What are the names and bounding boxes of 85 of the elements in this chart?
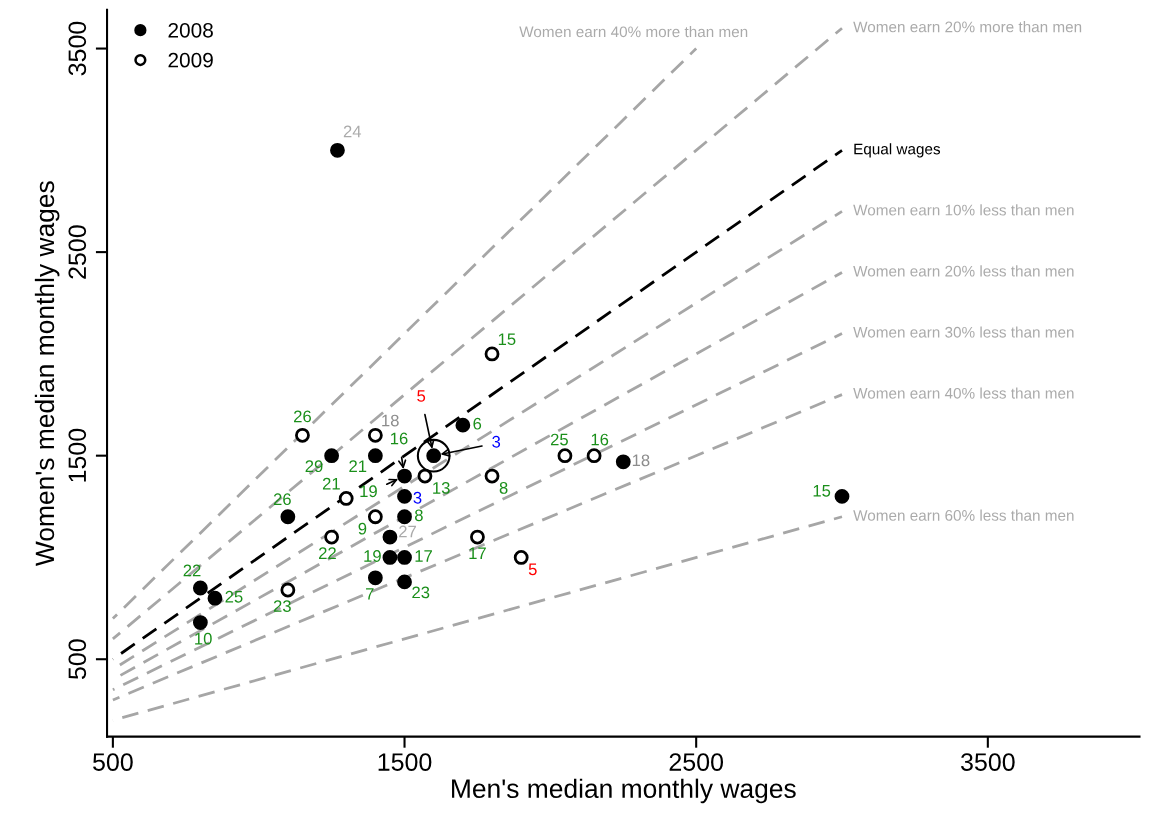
annotation: 19 <box>360 485 377 498</box>
legend-label: 2008 <box>168 22 213 38</box>
annotation: 26 <box>294 410 311 423</box>
point <box>557 448 573 464</box>
point <box>382 550 398 565</box>
y-tick-label: 500 <box>68 639 87 680</box>
point <box>513 550 529 565</box>
point <box>397 468 412 484</box>
point <box>295 427 310 443</box>
annotation: 5 <box>417 390 426 402</box>
annotation: 19 <box>364 550 381 562</box>
annotation: 23 <box>273 600 291 612</box>
point <box>324 448 340 464</box>
annotation: 15 <box>498 333 516 346</box>
annotation: 8 <box>499 482 508 494</box>
x-tick-label: 2500 <box>669 753 724 771</box>
annotation: 16 <box>390 432 408 445</box>
point <box>280 509 296 525</box>
series-label: Women earn 20% more than men <box>853 21 1082 33</box>
annotation: 18 <box>632 454 650 467</box>
annotation: 17 <box>469 547 486 559</box>
point <box>586 448 602 464</box>
point <box>367 509 383 525</box>
point <box>207 590 223 606</box>
point <box>192 580 208 596</box>
point <box>280 582 296 598</box>
y-tick-label: 3500 <box>68 21 87 76</box>
x-tick-label: 500 <box>93 753 133 771</box>
point <box>417 468 433 484</box>
point <box>397 488 412 504</box>
series-label: Women earn 20% less than men <box>853 265 1074 277</box>
annotation: 15 <box>813 485 831 497</box>
y-axis-title: Women's median monthly wages <box>34 181 60 567</box>
annotation: 24 <box>343 125 362 138</box>
point <box>382 529 398 545</box>
series-label: Women earn 30% less than men <box>853 326 1074 338</box>
annotation: 5 <box>528 563 537 576</box>
annotation: 18 <box>382 414 399 427</box>
point <box>615 454 631 470</box>
series-label: Equal wages <box>854 143 941 158</box>
series-label: Women earn 40% less than men <box>853 387 1074 399</box>
point <box>834 488 850 504</box>
y-tick-label: 2500 <box>68 225 87 279</box>
series-label: Women earn 10% less than men <box>853 204 1074 216</box>
point <box>324 529 340 545</box>
x-tick-label: 3500 <box>960 753 1015 771</box>
annotation: 21 <box>322 477 340 490</box>
annotation: 29 <box>305 460 323 473</box>
y-tick-label: 1500 <box>68 428 87 482</box>
point <box>330 142 345 158</box>
annotation: 6 <box>473 417 482 430</box>
annotation: 23 <box>412 586 430 599</box>
point <box>484 346 500 362</box>
annotation: 25 <box>550 433 568 446</box>
annotation: 17 <box>415 550 432 562</box>
text: Women earn 40% more than men <box>519 25 748 38</box>
point <box>470 529 485 545</box>
point <box>484 468 500 484</box>
annotation: 27 <box>399 525 416 538</box>
point <box>397 550 412 565</box>
annotation: 9 <box>358 522 367 535</box>
annotation: 3 <box>492 435 501 448</box>
annotation: 16 <box>591 433 609 446</box>
annotation: 26 <box>273 493 291 506</box>
point <box>455 417 471 433</box>
annotation: 3 <box>413 491 422 504</box>
legend-label: 2009 <box>168 52 213 68</box>
point <box>192 615 208 630</box>
annotation: 10 <box>195 632 212 645</box>
annotation: 21 <box>349 460 367 472</box>
annotation: 7 <box>366 588 374 600</box>
point <box>367 448 383 464</box>
series-label: Women earn 60% less than men <box>853 509 1074 521</box>
point <box>367 570 383 586</box>
annotation: 8 <box>414 509 423 522</box>
annotation: 25 <box>225 590 243 603</box>
annotation: 22 <box>183 564 201 577</box>
point <box>397 574 412 590</box>
annotation: 22 <box>319 547 336 559</box>
annotation: 13 <box>433 482 450 494</box>
point <box>338 491 354 506</box>
point <box>397 509 412 525</box>
x-axis-title: Men's median monthly wages <box>452 778 796 804</box>
x-tick-label: 1500 <box>378 753 432 771</box>
point <box>367 427 383 443</box>
